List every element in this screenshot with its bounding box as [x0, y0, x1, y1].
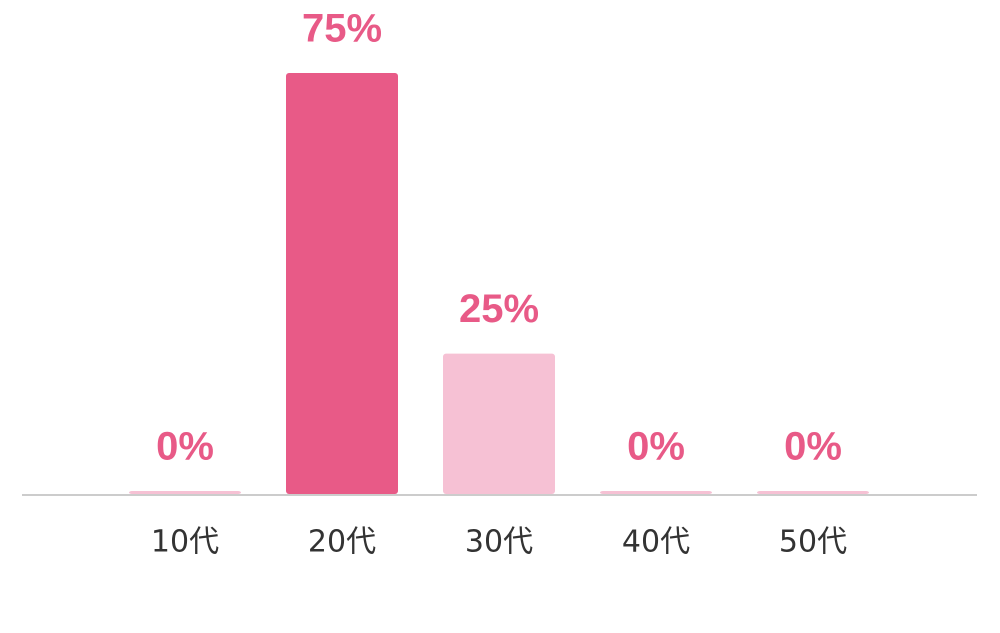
value-label: 25%: [459, 287, 539, 331]
bar: [443, 353, 555, 494]
value-label: 0%: [784, 425, 842, 469]
x-tick-label: 50代: [779, 525, 847, 560]
x-tick-label: 30代: [465, 525, 533, 560]
value-label: 75%: [302, 7, 382, 51]
value-label: 0%: [627, 425, 685, 469]
bar: [129, 491, 241, 494]
x-tick-label: 20代: [308, 525, 376, 560]
x-tick-label: 10代: [151, 525, 219, 560]
bar: [757, 491, 869, 494]
x-tick-label: 40代: [622, 525, 690, 560]
bar: [600, 491, 712, 494]
value-label: 0%: [156, 425, 214, 469]
bar: [286, 73, 398, 494]
